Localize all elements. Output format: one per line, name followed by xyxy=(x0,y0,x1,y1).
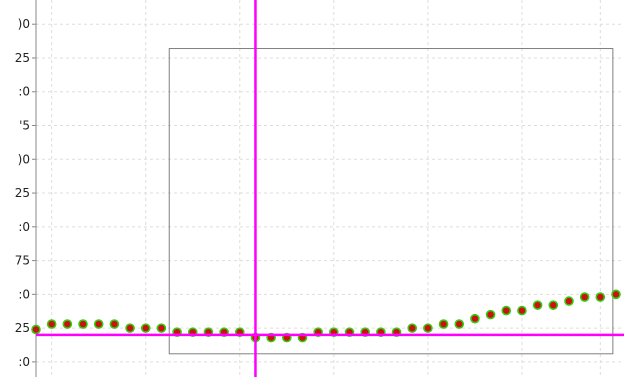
selection-box-layer[interactable] xyxy=(168,48,614,355)
data-point xyxy=(78,319,88,329)
data-point xyxy=(595,292,606,302)
y-tick-label: 25 xyxy=(15,321,30,335)
y-tick-label: 25 xyxy=(15,186,30,200)
data-point xyxy=(532,300,543,310)
data-point xyxy=(109,319,120,329)
crosshair[interactable] xyxy=(36,0,624,377)
y-tick-label: :0 xyxy=(18,220,30,234)
data-point xyxy=(564,296,574,306)
y-axis: :0 25 :0 75 :0 25 )0 '5 :0 25 )0 xyxy=(15,0,37,377)
y-tick-label: :0 xyxy=(18,287,30,301)
y-tick-label: )0 xyxy=(18,152,30,166)
y-tick-label: 75 xyxy=(15,254,30,268)
y-tick-label: '5 xyxy=(19,119,30,133)
data-point xyxy=(517,305,527,316)
data-point xyxy=(485,309,496,320)
y-tick-label: )0 xyxy=(18,17,30,31)
y-tick-label: :0 xyxy=(18,85,30,99)
data-point xyxy=(156,323,167,333)
data-point xyxy=(423,323,433,333)
selection-rectangle[interactable] xyxy=(168,48,614,355)
data-point xyxy=(611,289,621,300)
y-tick-label: :0 xyxy=(18,355,30,369)
data-points xyxy=(31,289,621,343)
data-point xyxy=(579,292,590,302)
data-point xyxy=(454,319,465,329)
data-point xyxy=(407,323,418,333)
data-point xyxy=(470,313,480,324)
data-point xyxy=(93,319,104,329)
data-point xyxy=(140,323,151,333)
data-point xyxy=(125,323,135,333)
data-point xyxy=(46,319,57,329)
grid xyxy=(36,0,624,377)
y-tick-label: 25 xyxy=(15,51,30,65)
data-point xyxy=(438,319,449,329)
data-point xyxy=(548,300,559,310)
data-point xyxy=(501,305,512,316)
data-point xyxy=(31,324,41,335)
data-point xyxy=(62,319,73,329)
